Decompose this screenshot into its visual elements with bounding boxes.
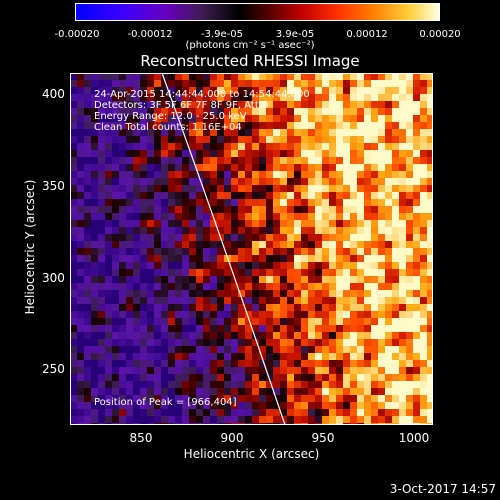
colorbar (75, 3, 440, 21)
y-tick-label: 250 (42, 362, 65, 376)
date-stamp: 3-Oct-2017 14:57 (389, 482, 496, 496)
colorbar-tick-label: -0.00020 (54, 29, 100, 40)
time-range-label: 24-Apr-2015 14:44:44.000 to 14:54:44.000 (94, 89, 310, 100)
y-tick-label: 300 (42, 271, 65, 285)
x-tick-label: 1000 (398, 431, 430, 445)
peak-position-label: Position of Peak = [966,404] (94, 397, 237, 408)
y-tick-label: 350 (42, 179, 65, 193)
y-axis-label: Heliocentric Y (arcsec) (23, 179, 37, 315)
colorbar-tick-label: 3.9e-05 (275, 29, 315, 40)
energy-range-label: Energy Range: 12.0 - 25.0 keV (94, 111, 247, 122)
heatmap-image (70, 73, 433, 425)
colorbar-tick-label: 0.00012 (346, 29, 388, 40)
image-plot (70, 73, 433, 425)
x-tick-label: 950 (311, 431, 335, 445)
x-axis-label: Heliocentric X (arcsec) (183, 447, 320, 461)
colorbar-tick-label: 0.00020 (419, 29, 461, 40)
colorbar-tick-label: -0.00012 (127, 29, 173, 40)
x-tick-label: 900 (220, 431, 244, 445)
y-tick-label: 400 (42, 87, 65, 101)
colorbar-tick-label: -3.9e-05 (201, 29, 243, 40)
x-tick-label: 850 (129, 431, 153, 445)
solar-limb-line (161, 73, 286, 425)
colorbar-unit-label: (photons cm⁻² s⁻¹ asec⁻²) (185, 40, 315, 51)
clean-counts-label: Clean Total counts: 1.16E+04 (94, 122, 242, 133)
detectors-label: Detectors: 3F 5F 6F 7F 8F 9F, Att 0 (94, 100, 269, 111)
plot-title: Reconstructed RHESSI Image (140, 52, 360, 70)
